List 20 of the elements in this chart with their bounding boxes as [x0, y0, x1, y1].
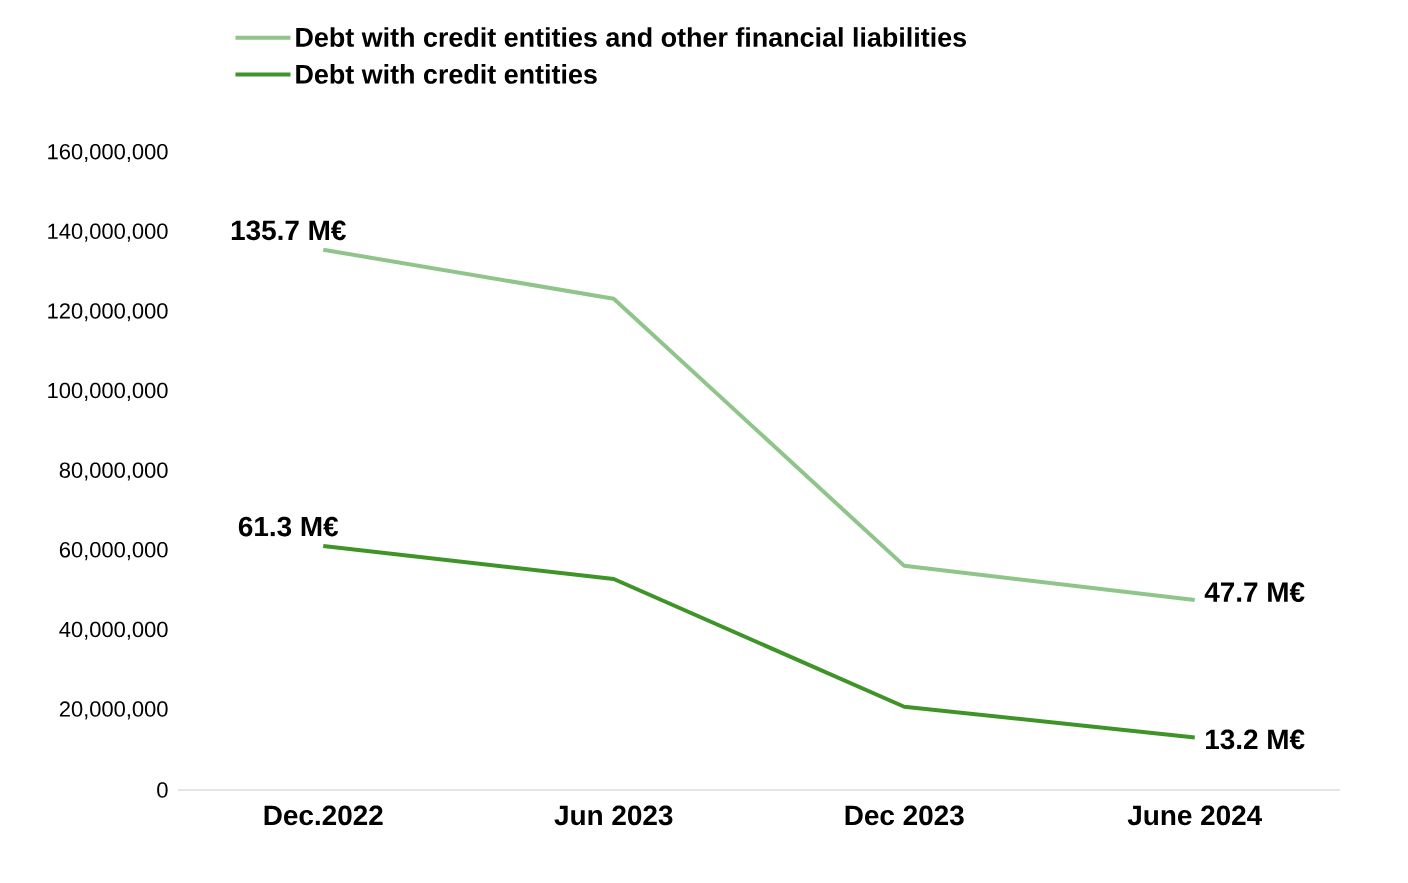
x-tick-label: June 2024: [1127, 805, 1263, 826]
y-tick-label: 60,000,000: [59, 542, 168, 561]
legend-label: Debt with credit entities and other financial liabilities: [296, 27, 966, 47]
y-tick-label: 120,000,000: [48, 303, 168, 322]
data-label: 135.7 M€: [231, 220, 346, 241]
data-label: 61.3 M€: [238, 516, 339, 537]
y-tick-label: 100,000,000: [48, 382, 168, 401]
line-series: [321, 543, 1197, 740]
y-tick-label: 140,000,000: [48, 223, 168, 242]
y-tick-label: 40,000,000: [59, 621, 168, 640]
x-tick-label: Dec.2022: [264, 805, 383, 826]
y-tick-label: 160,000,000: [48, 143, 168, 163]
data-label: 13.2 M€: [1206, 729, 1305, 750]
y-tick-label: 20,000,000: [59, 701, 168, 720]
x-tick-label: Dec 2023: [845, 805, 964, 826]
data-label: 47.7 M€: [1204, 582, 1305, 602]
y-tick-label: 0: [157, 782, 168, 798]
x-tick-label: Jun 2023: [554, 805, 673, 826]
y-tick-label: 80,000,000: [59, 462, 168, 481]
legend-label: Debt with credit entities: [296, 64, 597, 84]
